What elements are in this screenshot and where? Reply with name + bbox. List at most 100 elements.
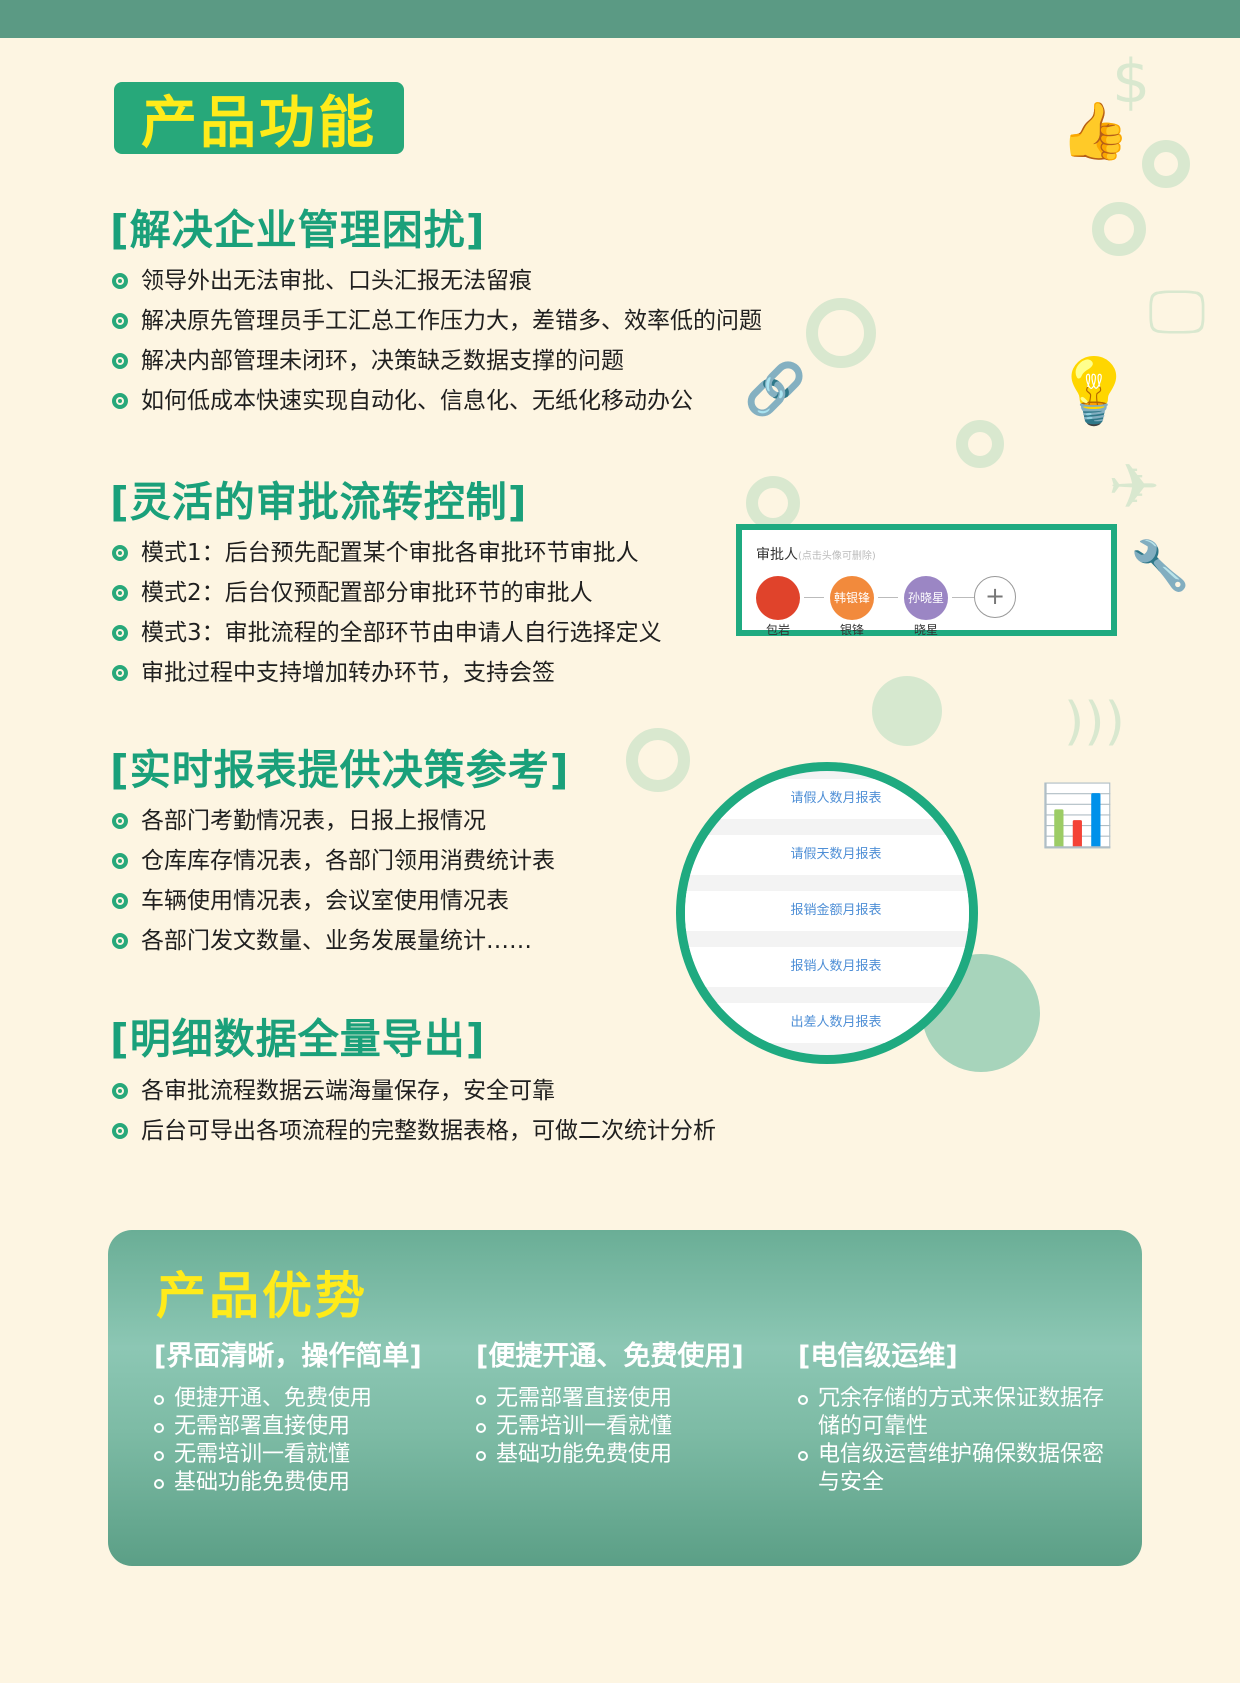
bullet-icon — [112, 1123, 128, 1139]
list-item: 无需部署直接使用 — [476, 1385, 766, 1413]
approver-hint: (点击头像可删除) — [798, 551, 876, 562]
section-title-reports: [实时报表提供决策参考] — [110, 746, 570, 794]
bullet-icon — [112, 585, 128, 601]
bullet-icon — [476, 1451, 486, 1461]
list-item: 领导外出无法审批、口头汇报无法留痕 — [112, 261, 762, 301]
add-approver-button[interactable]: + — [974, 576, 1016, 618]
approver-name: 晓星 — [913, 623, 938, 637]
bullet-icon — [154, 1423, 164, 1433]
section-list-approval-flow: 模式1：后台预先配置某个审批各审批环节审批人 模式2：后台仅预配置部分审批环节的… — [112, 533, 662, 693]
report-item[interactable]: 请假人数月报表 — [685, 779, 969, 819]
advantage-column: [电信级运维] 冗余存储的方式来保证数据存储的可靠性 电信级运营维护确保数据保密… — [798, 1334, 1108, 1497]
approver-name: 银锋 — [839, 623, 864, 637]
bullet-icon — [476, 1395, 486, 1405]
advantage-column: [界面清晰，操作简单] 便捷开通、免费使用 无需部署直接使用 无需培训一看就懂 … — [154, 1334, 454, 1497]
list-item: 模式3：审批流程的全部环节由申请人自行选择定义 — [112, 613, 662, 653]
decorative-circle — [872, 676, 942, 746]
gear-icon — [806, 298, 876, 368]
report-item[interactable]: 出差人数月报表 — [685, 1003, 969, 1043]
gear-icon — [626, 728, 690, 792]
chart-icon: 📊 — [1040, 781, 1115, 851]
report-list-circle: 请假人数月报表 请假天数月报表 报销金额月报表 报销人数月报表 出差人数月报表 — [676, 762, 978, 1064]
list-item: 车辆使用情况表，会议室使用情况表 — [112, 881, 555, 921]
thumbs-up-icon: 👍 — [1060, 99, 1130, 164]
advantage-column-title: [电信级运维] — [798, 1341, 958, 1372]
connector-line — [804, 597, 824, 598]
report-item[interactable]: 报销人数月报表 — [685, 947, 969, 987]
list-item: 解决内部管理未闭环，决策缺乏数据支撑的问题 — [112, 341, 762, 381]
advantages-title: 产品优势 — [156, 1267, 368, 1325]
bullet-icon — [112, 853, 128, 869]
bullet-icon — [112, 813, 128, 829]
list-item: 如何低成本快速实现自动化、信息化、无纸化移动办公 — [112, 381, 762, 421]
monitor-icon: 🖵 — [1148, 277, 1206, 347]
approver-avatar[interactable]: 孙晓星 — [904, 576, 948, 620]
list-item: 各审批流程数据云端海量保存，安全可靠 — [112, 1071, 716, 1111]
section-list-management: 领导外出无法审批、口头汇报无法留痕 解决原先管理员手工汇总工作压力大，差错多、效… — [112, 261, 762, 421]
section-title-management: [解决企业管理困扰] — [110, 206, 486, 254]
list-item: 审批过程中支持增加转办环节，支持会签 — [112, 653, 662, 693]
list-item: 无需培训一看就懂 — [154, 1441, 454, 1469]
dollar-icon: $ — [1112, 47, 1151, 117]
report-item[interactable]: 报销金额月报表 — [685, 891, 969, 931]
list-item: 模式1：后台预先配置某个审批各审批环节审批人 — [112, 533, 662, 573]
lightbulb-icon: 💡 — [1054, 355, 1134, 429]
approver-panel: 审批人(点击头像可删除) 包岩 韩银锋 银锋 孙晓星 晓星 + — [736, 524, 1117, 638]
list-item: 无需培训一看就懂 — [476, 1413, 766, 1441]
wrench-icon: 🔧 — [1130, 538, 1190, 594]
product-advantages-panel: 产品优势 [界面清晰，操作简单] 便捷开通、免费使用 无需部署直接使用 无需培训… — [108, 1230, 1142, 1566]
list-item: 基础功能免费使用 — [154, 1469, 454, 1497]
approver-person[interactable]: 孙晓星 晓星 — [898, 576, 954, 638]
list-item: 解决原先管理员手工汇总工作压力大，差错多、效率低的问题 — [112, 301, 762, 341]
gear-icon — [956, 420, 1004, 468]
link-icon: 🔗 — [744, 360, 807, 418]
section-list-export: 各审批流程数据云端海量保存，安全可靠 后台可导出各项流程的完整数据表格，可做二次… — [112, 1071, 716, 1151]
bullet-icon — [154, 1451, 164, 1461]
advantage-column-title: [界面清晰，操作简单] — [154, 1341, 422, 1372]
list-item: 便捷开通、免费使用 — [154, 1385, 454, 1413]
list-item: 无需部署直接使用 — [154, 1413, 454, 1441]
approver-name: 包岩 — [765, 623, 790, 637]
product-features-badge: 产品功能 — [114, 82, 404, 156]
list-item: 各部门发文数量、业务发展量统计…… — [112, 921, 555, 961]
section-list-reports: 各部门考勤情况表，日报上报情况 仓库库存情况表，各部门领用消费统计表 车辆使用情… — [112, 801, 555, 961]
list-item: 模式2：后台仅预配置部分审批环节的审批人 — [112, 573, 662, 613]
list-item: 各部门考勤情况表，日报上报情况 — [112, 801, 555, 841]
signal-icon: ))) — [1064, 692, 1125, 752]
advantage-column: [便捷开通、免费使用] 无需部署直接使用 无需培训一看就懂 基础功能免费使用 — [476, 1334, 766, 1469]
approver-avatar[interactable] — [756, 576, 800, 620]
list-item: 后台可导出各项流程的完整数据表格，可做二次统计分析 — [112, 1111, 716, 1151]
airplane-icon: ✈ — [1108, 450, 1160, 523]
gear-icon — [746, 476, 800, 530]
bullet-icon — [112, 393, 128, 409]
report-item[interactable]: 请假天数月报表 — [685, 835, 969, 875]
bullet-icon — [112, 1083, 128, 1099]
bullet-icon — [112, 545, 128, 561]
connector-line — [878, 597, 898, 598]
bullet-icon — [798, 1451, 808, 1461]
connector-line — [952, 597, 974, 598]
list-item: 基础功能免费使用 — [476, 1441, 766, 1469]
approver-person[interactable]: 包岩 — [750, 576, 806, 638]
bullet-icon — [798, 1395, 808, 1405]
bullet-icon — [112, 273, 128, 289]
bullet-icon — [112, 893, 128, 909]
gear-icon — [1092, 202, 1146, 256]
top-bar — [0, 0, 1240, 38]
approver-label: 审批人(点击头像可删除) — [756, 547, 876, 563]
section-title-approval-flow: [灵活的审批流转控制] — [110, 478, 528, 526]
list-item: 电信级运营维护确保数据保密与安全 — [798, 1441, 1108, 1497]
section-title-export: [明细数据全量导出] — [110, 1015, 486, 1063]
list-item: 仓库库存情况表，各部门领用消费统计表 — [112, 841, 555, 881]
bullet-icon — [112, 313, 128, 329]
approver-person[interactable]: 韩银锋 银锋 — [824, 576, 880, 638]
bullet-icon — [112, 625, 128, 641]
bullet-icon — [112, 353, 128, 369]
bullet-icon — [112, 665, 128, 681]
bullet-icon — [112, 933, 128, 949]
approver-avatar[interactable]: 韩银锋 — [830, 576, 874, 620]
bullet-icon — [476, 1423, 486, 1433]
bullet-icon — [154, 1479, 164, 1489]
gear-icon — [1142, 140, 1190, 188]
list-item: 冗余存储的方式来保证数据存储的可靠性 — [798, 1385, 1108, 1441]
